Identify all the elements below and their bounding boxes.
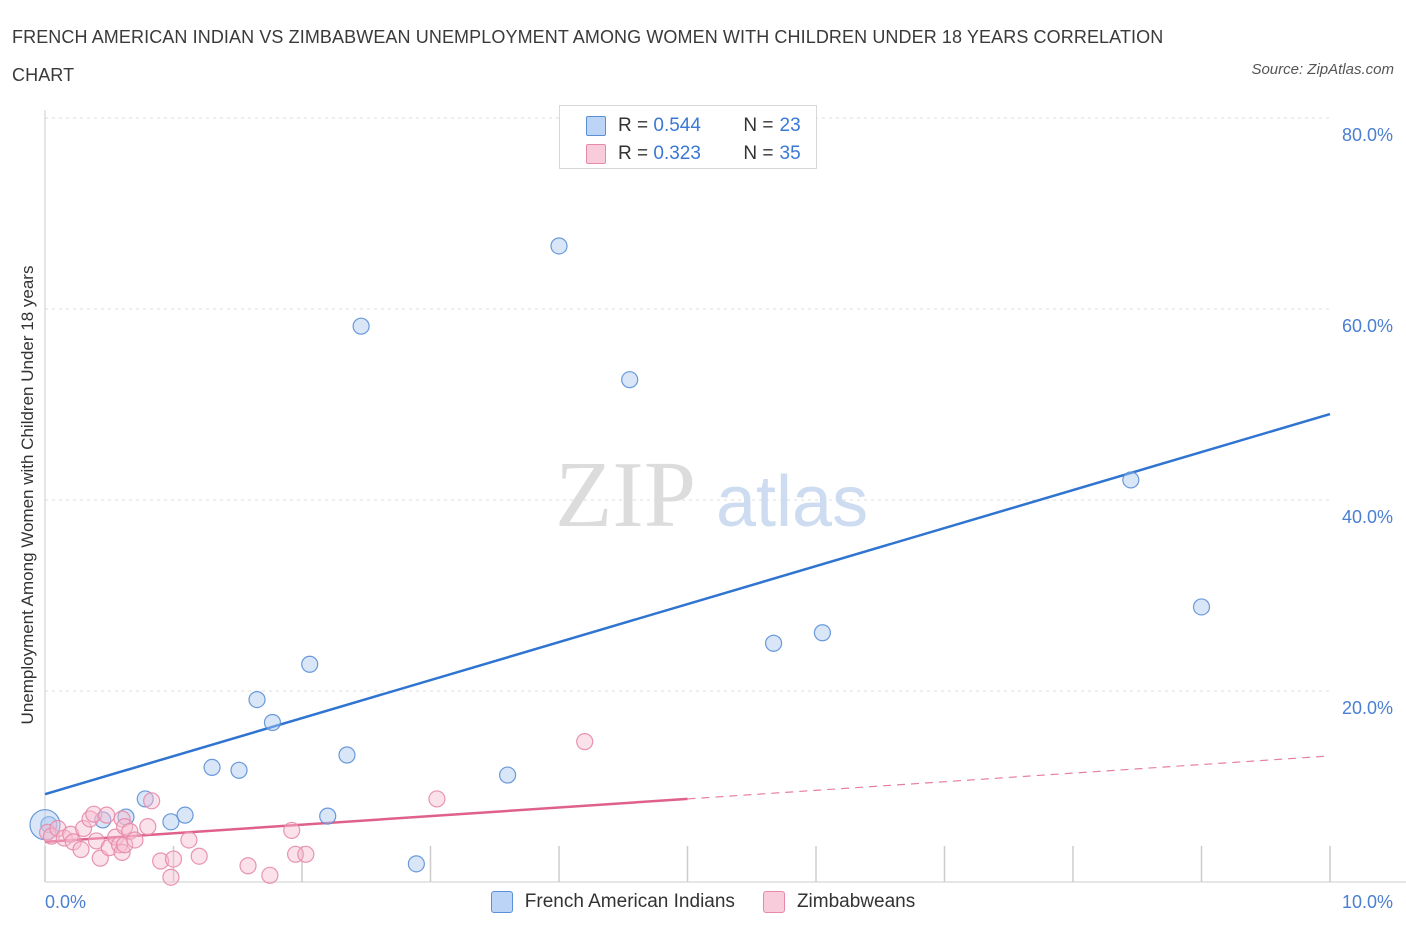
trend-lines xyxy=(44,412,1331,844)
trend-line xyxy=(44,412,1331,796)
y-tick-label: 60.0% xyxy=(1342,316,1393,336)
point-zimbabwean xyxy=(126,831,144,849)
legend-item-zimbabweans[interactable]: Zimbabweans xyxy=(762,891,916,913)
tick-labels: 20.0% 40.0% 60.0% 80.0% 0.0% 10.0% xyxy=(45,125,1393,912)
point-zimbabwean xyxy=(261,866,279,884)
chart-title: FRENCH AMERICAN INDIAN VS ZIMBABWEAN UNE… xyxy=(12,27,1164,85)
point-zimbabwean xyxy=(139,818,157,836)
trend-line xyxy=(44,797,688,844)
point-french-american-indian xyxy=(301,655,319,673)
point-zimbabwean xyxy=(74,819,93,838)
y-tick-label: 40.0% xyxy=(1342,507,1393,527)
point-zimbabwean xyxy=(121,822,139,840)
r-value: 0.544 xyxy=(653,115,701,136)
point-french-american-indian xyxy=(813,624,832,642)
legend-swatch-pink xyxy=(586,144,606,164)
point-french-american-indian xyxy=(764,634,783,652)
watermark-atlas: atlas xyxy=(716,462,868,542)
n-value: 35 xyxy=(779,143,801,164)
x-tick-label: 0.0% xyxy=(45,892,86,912)
stats-legend-row-2: R = 0.323 N = 35 xyxy=(586,140,801,168)
point-french-american-indian xyxy=(176,806,194,824)
point-zimbabwean xyxy=(72,840,90,859)
legend-swatch-blue xyxy=(490,891,513,913)
watermark-zip: ZIP xyxy=(555,443,696,547)
n-label: N = xyxy=(743,115,774,136)
r-label: R = xyxy=(618,115,649,136)
point-french-american-indian xyxy=(1122,471,1140,489)
point-french-american-indian xyxy=(230,761,248,779)
point-french-american-indian xyxy=(621,371,639,389)
point-french-american-indian xyxy=(162,813,180,831)
point-french-american-indian xyxy=(319,807,337,825)
point-zimbabwean xyxy=(162,868,180,886)
stats-legend: R = 0.544 N = 23 R = 0.323 N = 35 xyxy=(559,105,817,169)
point-zimbabwean xyxy=(428,790,446,808)
series-legend: French American Indians Zimbabweans xyxy=(0,888,1406,916)
point-french-american-indian xyxy=(352,317,370,335)
point-french-american-indian xyxy=(248,690,266,709)
source-label: Source: ZipAtlas.com xyxy=(1251,61,1394,78)
point-french-american-indian xyxy=(203,758,221,777)
legend-swatch-blue xyxy=(586,116,606,136)
point-zimbabwean xyxy=(152,852,170,870)
point-french-american-indian xyxy=(1192,598,1211,616)
y-tick-label: 20.0% xyxy=(1342,698,1393,718)
point-zimbabwean xyxy=(283,821,301,840)
point-zimbabwean xyxy=(143,792,161,810)
point-zimbabwean xyxy=(85,805,103,823)
watermark: ZIP atlas xyxy=(555,443,868,547)
point-zimbabwean xyxy=(576,733,594,751)
legend-label: Zimbabweans xyxy=(796,891,916,912)
point-french-american-indian xyxy=(499,766,517,784)
point-zimbabwean xyxy=(297,845,315,863)
x-tick-label: 10.0% xyxy=(1342,892,1393,912)
point-zimbabwean xyxy=(116,818,134,836)
point-french-american-indian xyxy=(136,790,154,808)
legend-swatch-pink xyxy=(762,891,785,913)
point-zimbabwean xyxy=(190,847,208,865)
data-points xyxy=(29,237,1211,886)
point-zimbabwean xyxy=(98,806,116,824)
r-value: 0.323 xyxy=(653,143,701,164)
n-label: N = xyxy=(743,143,774,164)
point-french-american-indian xyxy=(338,746,356,764)
point-zimbabwean xyxy=(239,857,257,875)
point-french-american-indian xyxy=(550,237,568,255)
legend-item-french-american-indians[interactable]: French American Indians xyxy=(490,891,735,913)
point-french-american-indian xyxy=(263,713,282,732)
axes xyxy=(44,110,1406,883)
point-french-american-indian xyxy=(407,855,425,873)
point-zimbabwean xyxy=(180,831,198,849)
y-tick-label: 80.0% xyxy=(1342,125,1393,145)
n-value: 23 xyxy=(779,115,801,136)
y-axis-label: Unemployment Among Women with Children U… xyxy=(18,266,37,725)
stats-legend-row-1: R = 0.544 N = 23 xyxy=(586,112,801,140)
point-zimbabwean xyxy=(164,850,183,868)
trend-line-extension xyxy=(687,755,1331,800)
r-label: R = xyxy=(618,143,649,164)
legend-label: French American Indians xyxy=(524,891,735,912)
